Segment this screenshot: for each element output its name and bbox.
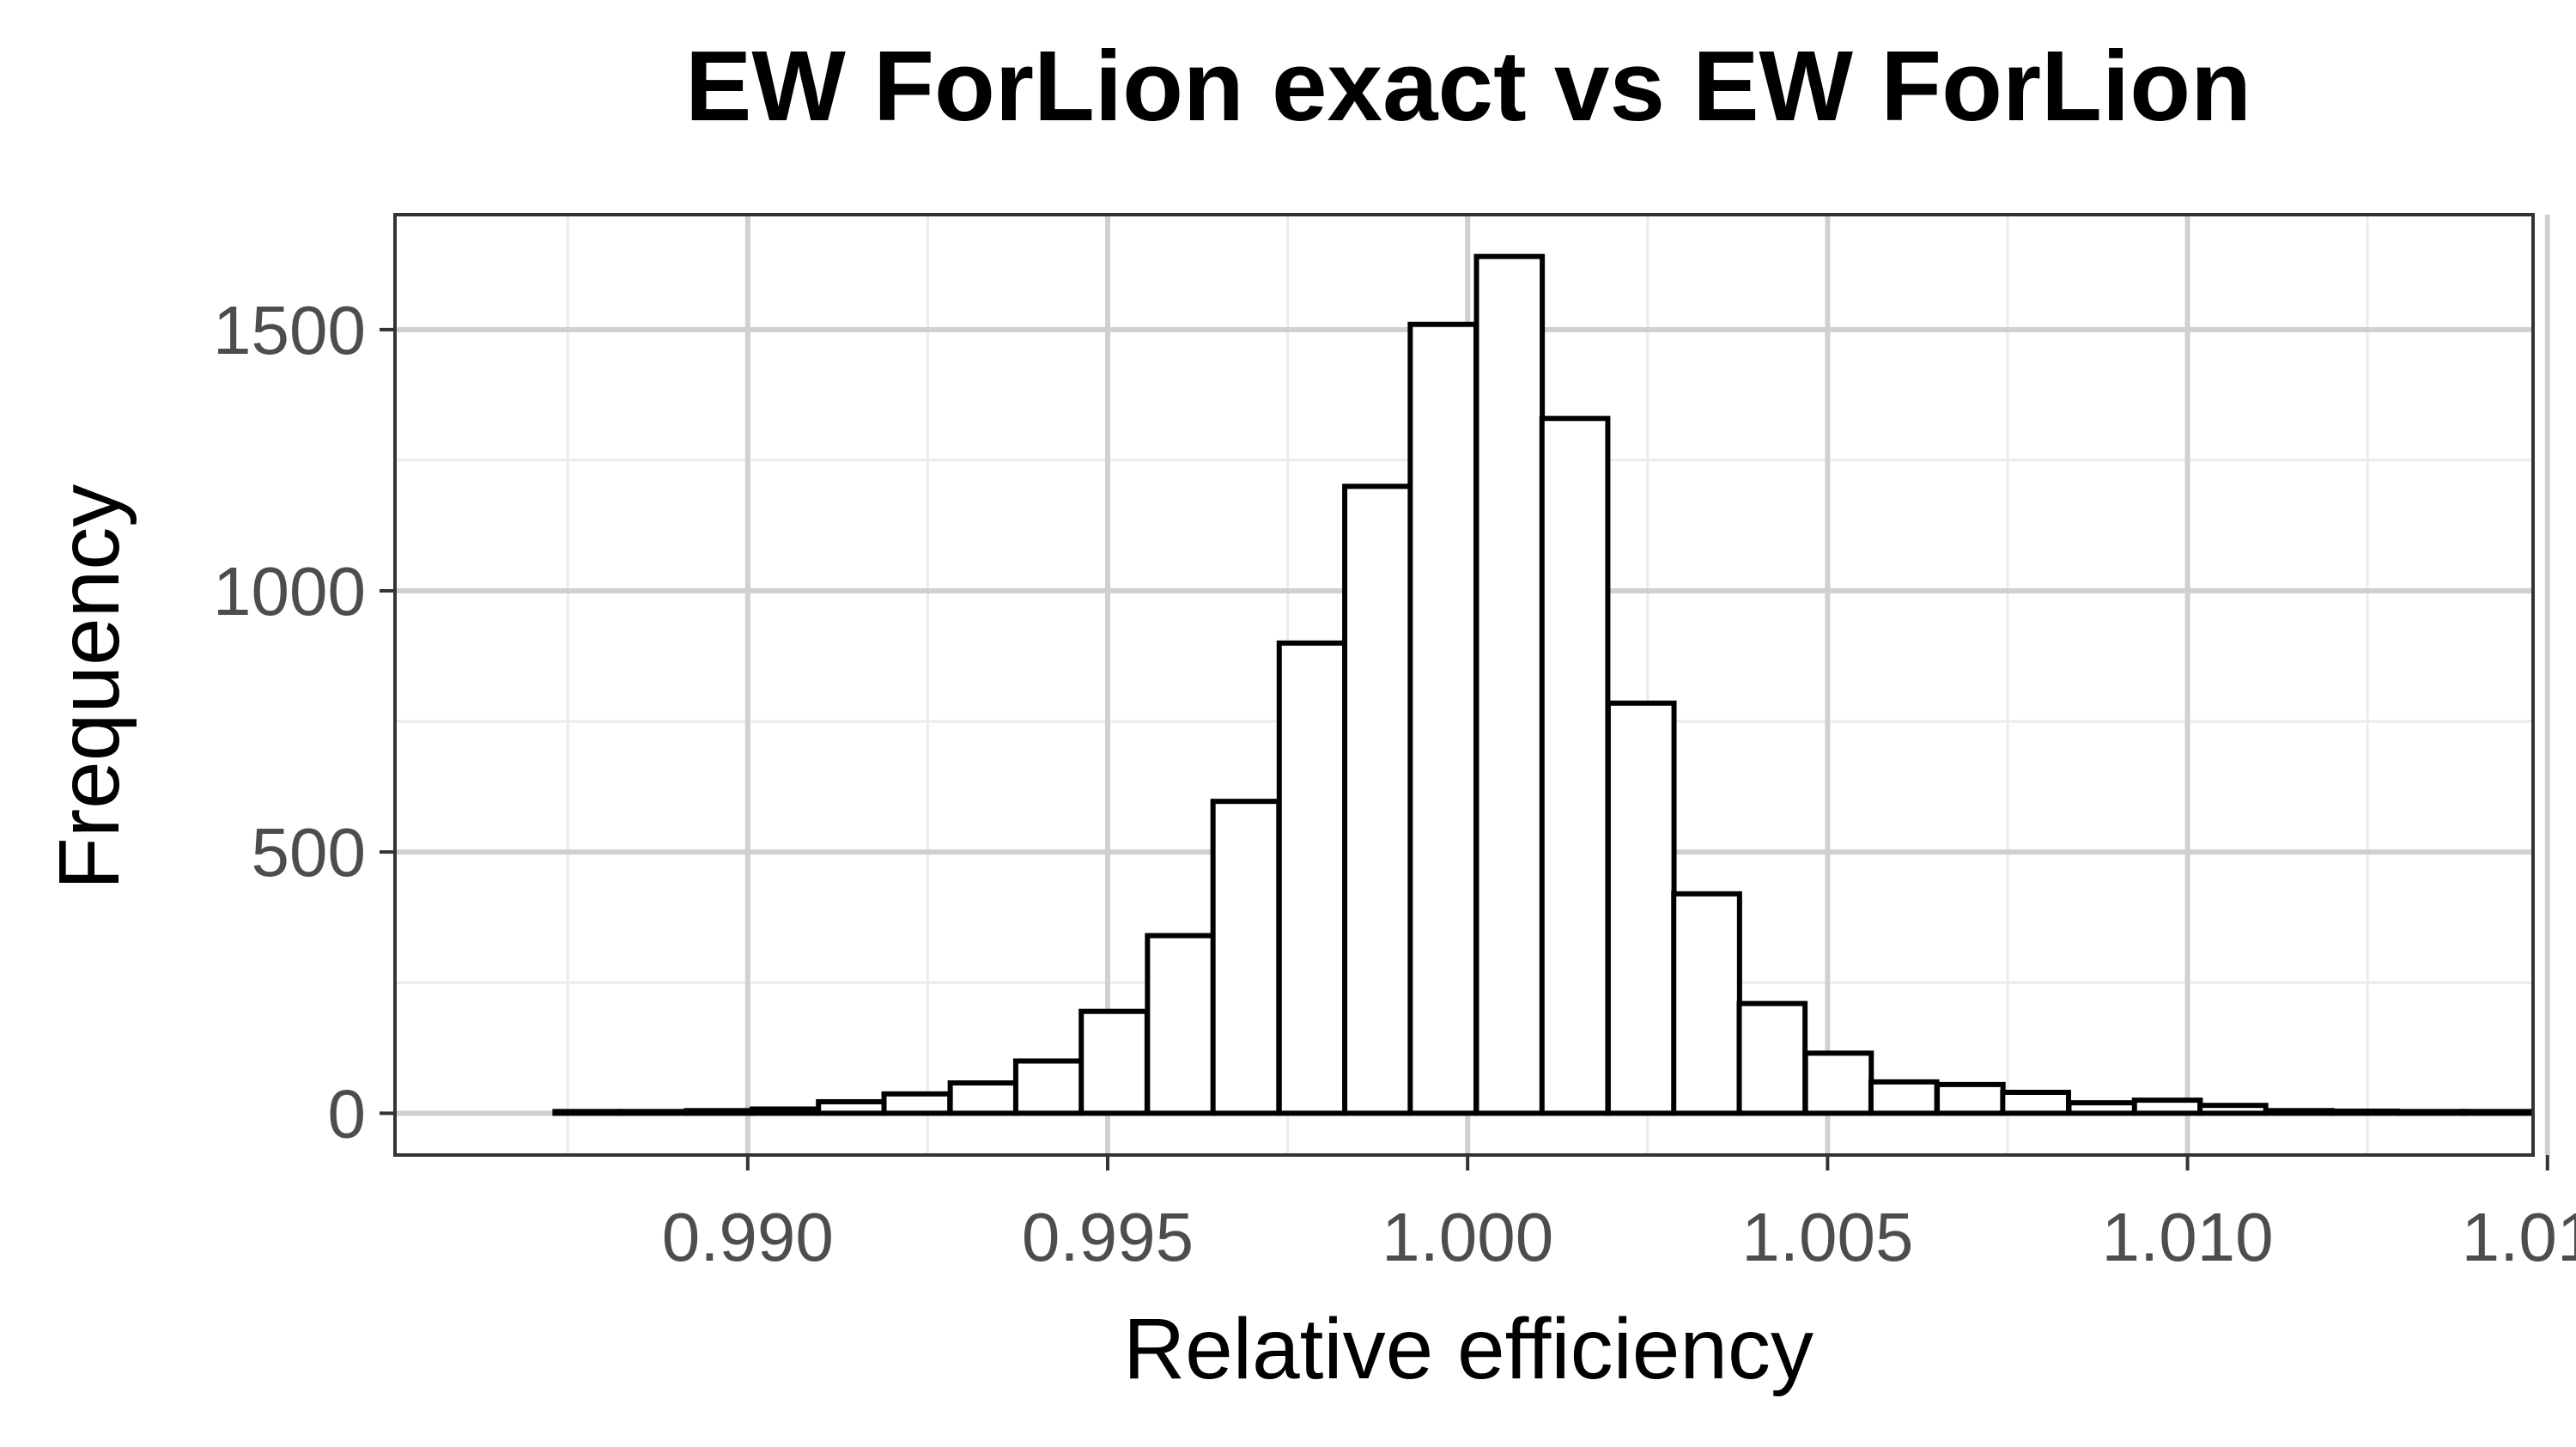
x-tick-label: 1.000 bbox=[1382, 1199, 1553, 1275]
histogram-bar bbox=[1078, 1008, 1150, 1116]
histogram-bar bbox=[816, 1098, 887, 1116]
histogram-bar bbox=[1539, 416, 1611, 1116]
histogram-bar bbox=[2131, 1097, 2203, 1116]
histogram-bar bbox=[2329, 1108, 2401, 1116]
histogram-bar bbox=[1473, 253, 1546, 1116]
histogram-bar bbox=[2460, 1109, 2532, 1116]
chart-title: EW ForLion exact vs EW ForLion bbox=[685, 30, 2251, 142]
y-axis-ticks: 0 500 1000 1500 bbox=[213, 292, 395, 1152]
histogram-bar bbox=[1012, 1058, 1084, 1116]
histogram-bar bbox=[1276, 640, 1348, 1116]
histogram-bar bbox=[1868, 1079, 1940, 1116]
histogram-bar bbox=[881, 1091, 953, 1116]
histogram-bar bbox=[1935, 1081, 2006, 1116]
histogram-bar bbox=[2000, 1090, 2071, 1116]
histogram-bar bbox=[683, 1108, 756, 1116]
histogram-bar bbox=[2263, 1108, 2335, 1116]
x-tick-label: 0.995 bbox=[1022, 1199, 1194, 1275]
histogram-bar bbox=[1210, 799, 1282, 1116]
y-axis-label: Frequency bbox=[41, 484, 137, 890]
histogram-bar bbox=[1802, 1050, 1874, 1116]
histogram-bar bbox=[1145, 933, 1216, 1116]
histogram-bar bbox=[1736, 1000, 1808, 1116]
histogram-bar bbox=[750, 1106, 821, 1116]
x-tick-label: 0.990 bbox=[662, 1199, 834, 1275]
histogram-bar bbox=[552, 1109, 624, 1116]
histogram-bar bbox=[2395, 1109, 2467, 1116]
panel-border bbox=[393, 213, 2535, 1157]
histogram-bar bbox=[947, 1080, 1019, 1116]
histogram-bar bbox=[1671, 891, 1742, 1116]
x-tick-label: 1.005 bbox=[1741, 1199, 1913, 1275]
y-tick-label: 0 bbox=[328, 1075, 367, 1152]
y-tick-label: 1000 bbox=[213, 553, 366, 629]
histogram-bar bbox=[2066, 1100, 2138, 1116]
y-tick-label: 500 bbox=[252, 814, 366, 891]
histogram-bar bbox=[2197, 1103, 2269, 1116]
y-tick-label: 1500 bbox=[213, 292, 366, 368]
histogram-bar bbox=[617, 1109, 690, 1116]
x-tick-label: 1.010 bbox=[2101, 1199, 2273, 1275]
x-tick-label: 1.015 bbox=[2462, 1199, 2576, 1275]
histogram-bar bbox=[1605, 700, 1677, 1116]
histogram-bar bbox=[1407, 321, 1479, 1116]
x-axis-ticks: 0.990 0.995 1.000 1.005 1.010 1.015 bbox=[662, 1155, 2576, 1275]
x-axis-label: Relative efficiency bbox=[1123, 1301, 1814, 1397]
histogram-bar bbox=[1342, 483, 1413, 1116]
histogram-bars bbox=[552, 253, 2532, 1116]
